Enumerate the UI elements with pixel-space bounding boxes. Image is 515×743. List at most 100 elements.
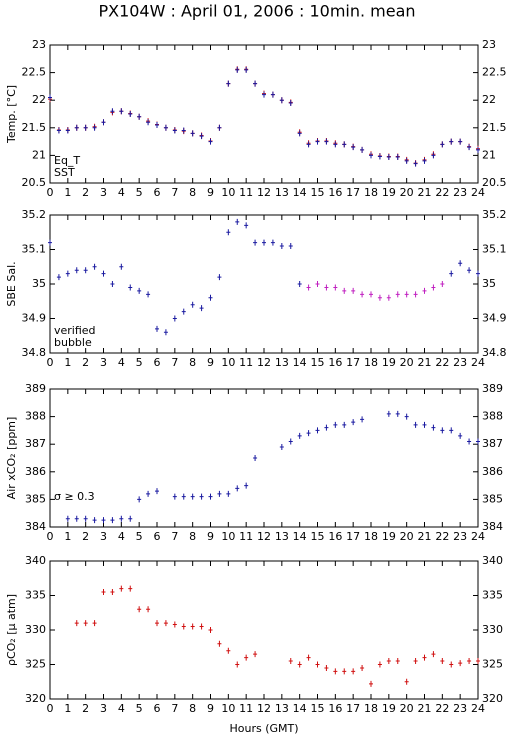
data-point — [422, 421, 427, 428]
x-tick-label: 4 — [118, 186, 125, 199]
x-tick-label: 1 — [64, 186, 71, 199]
x-tick-label: 16 — [328, 356, 342, 369]
data-point — [395, 658, 400, 665]
x-tick-label: 9 — [207, 530, 214, 543]
data-point — [315, 661, 320, 668]
x-tick-label: 8 — [189, 702, 196, 715]
data-point — [253, 239, 258, 246]
y-tick-label: 22 — [32, 93, 46, 106]
data-point — [172, 493, 177, 500]
data-point — [369, 291, 373, 298]
data-point — [440, 427, 445, 434]
y-tick-label: 385 — [25, 492, 46, 505]
data-point — [449, 427, 454, 434]
data-point — [476, 438, 480, 445]
y-tick-label: 325 — [25, 658, 46, 671]
data-point — [155, 488, 159, 495]
x-tick-label: 17 — [346, 530, 360, 543]
x-tick-label: 1 — [64, 530, 71, 543]
data-point — [217, 640, 222, 647]
data-point — [110, 517, 115, 524]
data-point — [431, 152, 436, 159]
data-point — [208, 294, 213, 301]
y-tick-label-right: 325 — [482, 658, 503, 671]
data-point — [190, 301, 195, 308]
data-point — [315, 281, 320, 287]
x-tick-label: 5 — [136, 702, 143, 715]
data-point — [199, 623, 204, 630]
data-point — [279, 443, 284, 450]
data-point — [449, 661, 454, 668]
x-tick-label: 12 — [257, 186, 271, 199]
y-axis-label: Air xCO₂ [ppm] — [5, 417, 18, 500]
data-point — [146, 291, 151, 298]
x-tick-label: 21 — [418, 186, 432, 199]
data-point — [386, 294, 391, 301]
x-tick-label: 19 — [382, 702, 396, 715]
x-tick-label: 20 — [400, 702, 414, 715]
x-axis-label: Hours (GMT) — [229, 722, 298, 735]
x-tick-label: 3 — [100, 186, 107, 199]
x-tick-label: 15 — [311, 356, 325, 369]
annotation: σ ≥ 0.3 — [54, 490, 95, 503]
data-point — [253, 651, 258, 658]
x-tick-label: 19 — [382, 186, 396, 199]
x-tick-label: 2 — [82, 356, 89, 369]
data-point — [386, 410, 391, 417]
data-point — [333, 668, 338, 675]
data-point — [449, 138, 454, 145]
x-tick-label: 16 — [328, 702, 342, 715]
y-tick-label-right: 34.9 — [482, 312, 507, 325]
x-tick-label: 15 — [311, 530, 325, 543]
data-point — [65, 270, 70, 277]
x-tick-label: 16 — [328, 530, 342, 543]
x-tick-label: 2 — [82, 530, 89, 543]
y-tick-label: 340 — [25, 554, 46, 567]
data-point — [404, 678, 409, 685]
x-tick-label: 4 — [118, 702, 125, 715]
data-point — [181, 623, 186, 630]
x-tick-label: 18 — [364, 530, 378, 543]
data-point — [458, 260, 463, 267]
data-point — [288, 658, 293, 665]
x-tick-label: 14 — [293, 356, 307, 369]
data-point — [279, 97, 284, 104]
data-point — [163, 620, 168, 627]
data-point — [342, 421, 347, 428]
data-point — [74, 515, 79, 522]
data-point — [163, 329, 168, 336]
data-point — [458, 138, 463, 145]
x-tick-label: 6 — [154, 356, 161, 369]
x-tick-label: 24 — [471, 356, 485, 369]
data-point — [190, 623, 195, 630]
data-point — [208, 138, 213, 145]
x-tick-label: 21 — [418, 702, 432, 715]
data-point — [110, 281, 115, 287]
x-tick-label: 7 — [171, 356, 178, 369]
data-point — [155, 325, 159, 332]
data-point — [395, 291, 400, 298]
data-point — [199, 493, 204, 500]
data-point — [83, 620, 88, 627]
data-point — [288, 243, 293, 250]
x-tick-label: 21 — [418, 356, 432, 369]
x-tick-label: 1 — [64, 702, 71, 715]
x-tick-label: 9 — [207, 356, 214, 369]
data-point — [226, 229, 231, 236]
data-point — [467, 267, 472, 274]
x-tick-label: 0 — [47, 702, 54, 715]
x-tick-label: 10 — [221, 356, 235, 369]
x-tick-label: 15 — [311, 702, 325, 715]
data-point — [155, 620, 159, 627]
data-point — [458, 660, 463, 667]
data-point — [351, 287, 356, 294]
x-tick-label: 15 — [311, 186, 325, 199]
data-point — [422, 654, 427, 661]
x-tick-label: 8 — [189, 186, 196, 199]
data-point — [369, 152, 373, 159]
data-point — [253, 80, 258, 87]
x-tick-label: 0 — [47, 530, 54, 543]
data-point — [333, 141, 338, 148]
data-point — [101, 119, 106, 126]
y-tick-label-right: 35.2 — [482, 208, 507, 221]
